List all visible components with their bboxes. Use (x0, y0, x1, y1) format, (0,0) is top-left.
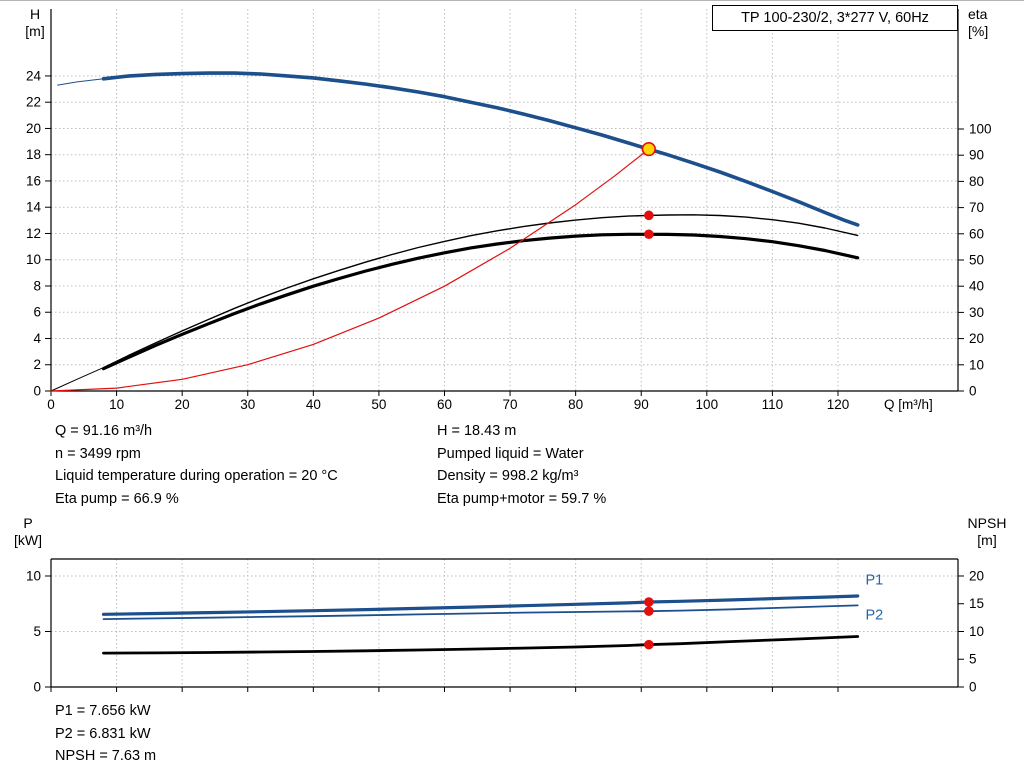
info-head: H = 18.43 m (437, 423, 517, 439)
info-pumped-liquid: Pumped liquid = Water (437, 445, 584, 462)
axis-label-head: H [m] (16, 6, 54, 40)
info-flow: Q = 91.16 m³/h (55, 423, 153, 439)
y-left-tick-label: 8 (33, 278, 41, 293)
info-npsh: NPSH = 7.63 m (55, 748, 157, 764)
series-npsh (102, 635, 860, 655)
series-operating-curve (50, 148, 650, 392)
duty-point-dot (644, 639, 654, 650)
x-tick-label: 90 (634, 397, 649, 412)
axis-label-npsh: NPSH [m] (958, 515, 1016, 549)
x-axis-unit-label: Q [m³/h] (884, 397, 933, 412)
y-right-tick-label: 100 (969, 121, 992, 136)
info-eta-pump-motor: Eta pump+motor = 59.7 % (437, 490, 607, 507)
axis-label-head-name: H (29, 6, 41, 22)
operating-data-right: H = 18.43 m Pumped liquid = Water Densit… (437, 420, 606, 510)
x-tick-label: 80 (568, 397, 583, 412)
x-tick-label: 60 (437, 397, 452, 412)
info-density: Density = 998.2 kg/m³ (437, 468, 579, 484)
series-eta-lead-in (50, 367, 104, 392)
duty-point-dot (644, 229, 654, 240)
duty-point-dot (644, 597, 654, 607)
series-eta-pump-motor (101, 232, 860, 371)
y-left-tick-label: 16 (26, 173, 41, 188)
axis-label-npsh-unit: [m] (977, 532, 997, 548)
axis-label-npsh-name: NPSH (967, 515, 1007, 531)
y-right-tick-label: 40 (969, 279, 984, 294)
series-qh-curve-lead-in (57, 78, 104, 86)
y-right-tick-label: 20 (969, 568, 984, 583)
y-left-tick-label: 10 (26, 568, 41, 583)
info-eta-pump: Eta pump = 66.9 % (55, 490, 179, 507)
series-label-p2: P2 (866, 607, 884, 623)
y-right-tick-label: 10 (969, 624, 984, 639)
y-left-tick-label: 24 (26, 68, 42, 83)
y-right-tick-label: 20 (969, 331, 984, 346)
y-right-tick-label: 80 (969, 174, 984, 189)
y-left-tick-label: 4 (33, 331, 41, 346)
axis-label-power-name: P (23, 515, 33, 531)
series-p2 (102, 604, 859, 620)
axis-label-power-unit: [kW] (14, 532, 42, 548)
y-right-tick-label: 70 (969, 200, 984, 215)
axis-label-eta-name: eta (968, 6, 988, 22)
y-left-tick-label: 2 (33, 357, 41, 372)
x-tick-label: 0 (47, 397, 55, 412)
info-liquid-temperature: Liquid temperature during operation = 20… (55, 468, 338, 484)
info-p2: P2 = 6.831 kW (55, 725, 151, 742)
y-right-tick-label: 30 (969, 305, 984, 320)
pump-type-box: TP 100-230/2, 3*277 V, 60Hz (712, 5, 958, 31)
x-tick-label: 50 (371, 397, 386, 412)
y-left-tick-label: 14 (26, 200, 42, 215)
x-tick-label: 10 (109, 397, 124, 412)
x-tick-label: 110 (762, 397, 784, 412)
y-right-tick-label: 90 (969, 148, 984, 163)
y-left-tick-label: 0 (33, 384, 41, 399)
pump-type-label: TP 100-230/2, 3*277 V, 60Hz (741, 10, 929, 26)
series-p1 (101, 594, 860, 616)
series-qh-curve (101, 71, 860, 227)
y-left-tick-label: 12 (26, 226, 41, 241)
operating-data-bottom: P1 = 7.656 kW P2 = 6.831 kW NPSH = 7.63 … (55, 700, 156, 768)
axis-label-head-unit: [m] (25, 23, 45, 39)
series-label-p1: P1 (866, 572, 884, 588)
y-left-tick-label: 22 (26, 95, 41, 110)
series-eta-pump (102, 214, 859, 369)
info-p1: P1 = 7.656 kW (55, 703, 151, 719)
x-tick-label: 40 (306, 397, 321, 412)
operating-data-left: Q = 91.16 m³/h n = 3499 rpm Liquid tempe… (55, 420, 338, 510)
y-right-tick-label: 60 (969, 226, 984, 241)
axis-label-eta: eta [%] (968, 6, 1012, 40)
axis-label-eta-unit: [%] (968, 23, 989, 39)
info-speed: n = 3499 rpm (55, 445, 141, 462)
y-left-tick-label: 6 (33, 305, 41, 320)
duty-point-dot (644, 210, 654, 221)
y-right-tick-label: 10 (969, 357, 984, 372)
y-right-tick-label: 50 (969, 252, 984, 267)
y-left-tick-label: 0 (33, 680, 41, 695)
y-right-tick-label: 5 (969, 652, 977, 667)
duty-point-dot (644, 606, 654, 616)
x-tick-label: 30 (240, 397, 255, 412)
y-left-tick-label: 20 (26, 121, 41, 136)
y-right-tick-label: 0 (969, 384, 977, 399)
x-tick-label: 70 (503, 397, 518, 412)
y-right-tick-label: 0 (969, 680, 977, 695)
operating-point-marker (641, 141, 656, 157)
axis-label-power: P [kW] (6, 515, 50, 549)
x-tick-label: 120 (827, 397, 850, 412)
x-tick-label: 100 (696, 397, 719, 412)
y-left-tick-label: 18 (26, 147, 41, 162)
y-right-tick-label: 15 (969, 596, 984, 611)
x-tick-label: 20 (175, 397, 190, 412)
y-left-tick-label: 10 (26, 252, 41, 267)
y-left-tick-label: 5 (33, 624, 41, 639)
